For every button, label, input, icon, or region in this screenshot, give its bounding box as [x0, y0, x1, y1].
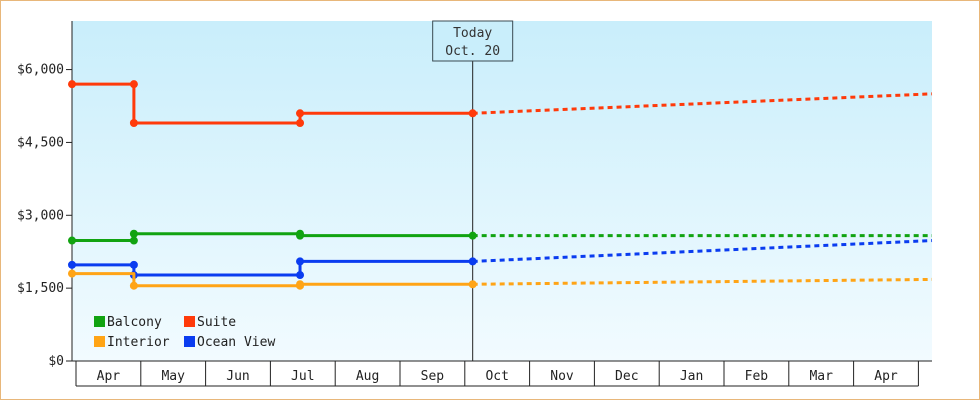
month-label: Oct	[485, 369, 508, 384]
data-point-suite	[296, 109, 305, 118]
month-label: Sep	[421, 369, 445, 384]
data-point-balcony	[129, 229, 138, 238]
data-point-ocean-view	[296, 257, 305, 266]
y-tick-label: $0	[48, 354, 64, 369]
data-point-suite	[296, 119, 305, 127]
legend-swatch	[184, 316, 195, 327]
month-label: Apr	[874, 369, 898, 384]
legend-label: Suite	[197, 315, 236, 330]
data-point-ocean-view	[129, 260, 138, 269]
data-point-interior	[468, 280, 477, 289]
month-label: Nov	[550, 369, 574, 384]
legend-swatch	[94, 316, 105, 327]
month-label: Jul	[291, 369, 314, 384]
data-point-interior	[68, 269, 76, 278]
series-line-suite	[72, 82, 473, 125]
series-line-balcony	[72, 232, 473, 243]
month-label: Jan	[680, 369, 703, 384]
month-label: Aug	[356, 369, 379, 384]
data-point-suite	[129, 119, 138, 127]
month-label: Feb	[745, 369, 769, 384]
forecast-line-interior	[472, 277, 933, 286]
month-label: Mar	[809, 369, 833, 384]
data-point-balcony	[129, 236, 138, 245]
month-label: May	[161, 369, 185, 384]
legend-label: Interior	[107, 335, 170, 350]
data-point-balcony	[296, 231, 305, 240]
today-callout-date: Oct. 20	[445, 44, 500, 59]
data-point-suite	[68, 80, 76, 89]
plot-background	[72, 21, 932, 361]
y-tick-label: $3,000	[17, 208, 64, 223]
forecast-line-ocean-view	[472, 239, 933, 263]
month-label: Dec	[615, 369, 638, 384]
data-point-ocean-view	[296, 271, 305, 280]
series-line-ocean-view	[72, 259, 473, 277]
data-point-suite	[468, 109, 477, 118]
data-point-balcony	[468, 231, 477, 240]
data-point-ocean-view	[68, 260, 76, 269]
today-callout-label: Today	[453, 26, 492, 41]
legend-label: Ocean View	[197, 335, 275, 350]
legend-swatch	[184, 336, 195, 347]
data-point-suite	[129, 80, 138, 89]
series-line-interior	[72, 272, 473, 288]
month-label: Apr	[97, 369, 121, 384]
today-callout-box	[432, 20, 514, 62]
y-tick-label: $1,500	[17, 281, 64, 296]
y-tick-label: $4,500	[17, 135, 64, 150]
data-point-ocean-view	[468, 257, 477, 266]
legend-swatch	[94, 336, 105, 347]
forecast-line-suite	[472, 92, 933, 115]
y-tick-label: $6,000	[17, 63, 64, 78]
legend-label: Balcony	[107, 315, 162, 330]
month-label: Jun	[226, 369, 249, 384]
data-point-interior	[296, 280, 305, 289]
data-point-balcony	[68, 236, 76, 245]
data-point-interior	[129, 281, 138, 290]
